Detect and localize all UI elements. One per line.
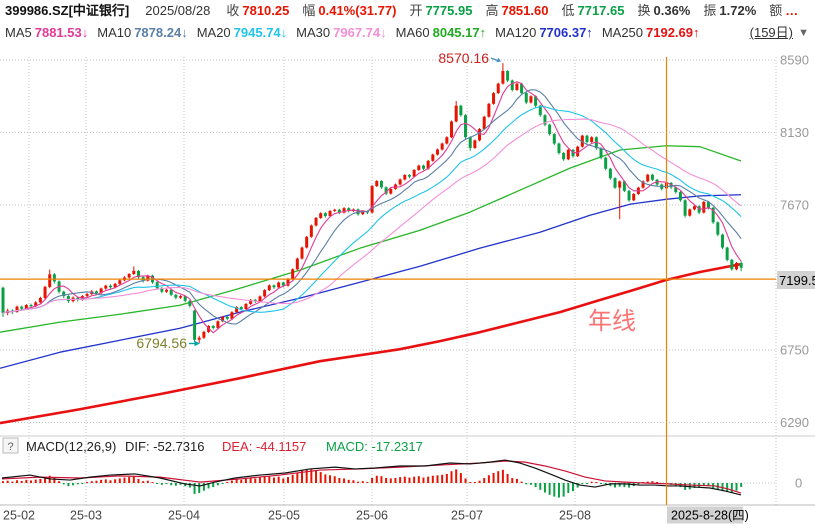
macd-indicator-header: ? MACD(12,26,9) DIF: -52.7316 DEA: -44.1…: [2, 437, 423, 454]
quote-field-value: 7717.65: [577, 3, 625, 18]
grid: 8590 8130 7670 6750 6290: [0, 53, 809, 505]
svg-text:7199.5: 7199.5: [779, 273, 815, 288]
quote-field-label: 开: [409, 3, 423, 18]
ma-line: [2, 106, 742, 314]
quote-field-label: 收: [226, 3, 240, 18]
crosshair-date-label: 2025-8-28(四): [667, 506, 749, 524]
crosshair-price-label: 7199.5: [777, 271, 815, 289]
ma-value: 7967.74↓: [333, 25, 387, 40]
price-tick-label: 8130: [780, 125, 809, 140]
help-icon[interactable]: ?: [7, 441, 13, 453]
macd-dea-value: DEA: -44.1157: [222, 439, 306, 454]
chart-graphics: 8590 8130 7670 6750 6290 0 25-02 25-03 25-04 25-0…: [0, 50, 815, 523]
annotations: 8570.16 6794.56 年线: [136, 50, 636, 351]
ma-line: [0, 145, 742, 333]
ma-value: 7706.37↑: [539, 25, 593, 40]
quote-field-value: 1.72%: [719, 3, 757, 18]
price-tick-label: 6290: [780, 415, 809, 430]
ma-label: MA250: [601, 25, 644, 40]
quote-header: 399986.SZ[中证银行] 2025/08/28 收 7810.25 幅 0.41%(…: [0, 0, 815, 22]
quote-field-label: 低: [561, 3, 575, 18]
quote-field-label: 幅: [302, 3, 316, 18]
month-label: 25-08: [559, 509, 591, 523]
quote-field-value: 7810.25: [242, 3, 290, 18]
quote-field-value: 0.41%(31.77): [318, 3, 397, 18]
ma-label: MA20: [196, 25, 231, 40]
ma-line: [2, 81, 742, 334]
stock-symbol: 399986.SZ[中证银行]: [5, 3, 130, 18]
quote-field-value: …: [785, 3, 799, 18]
ma-value: 7878.24↓: [134, 25, 188, 40]
svg-text:2025-8-28(四): 2025-8-28(四): [671, 509, 749, 523]
help-button[interactable]: [2, 437, 19, 454]
ma-label: MA60: [395, 25, 430, 40]
low-price-annotation: 6794.56: [136, 335, 187, 351]
ma-value: 7945.74↓: [233, 25, 288, 40]
quote-field-value: 7851.60: [501, 3, 549, 18]
quote-field-label: 换: [637, 3, 651, 18]
month-label: 25-05: [268, 509, 300, 523]
price-tick-label: 7670: [780, 197, 809, 212]
quote-fields: 收 7810.25 幅 0.41%(31.77) 开 7775.95 高 7851.60 低 77…: [226, 3, 811, 18]
macd-macd-value: MACD: -17.2317: [326, 439, 423, 454]
ma-value: 7192.69↑: [646, 25, 700, 40]
quote-field-label: 高: [485, 3, 499, 18]
macd-title: MACD(12,26,9): [26, 439, 116, 454]
ma-label: MA120: [495, 25, 537, 40]
month-label: 25-06: [356, 509, 388, 523]
ma-label: MA30: [296, 25, 331, 40]
year-line-annotation: 年线: [588, 308, 636, 335]
ma-line: [2, 89, 742, 325]
month-label: 25-02: [3, 509, 35, 523]
quote-date: 2025/08/28: [145, 3, 211, 18]
ma-line: [2, 118, 742, 314]
macd-dif-line: [1, 459, 742, 496]
macd-dif-value: DIF: -52.7316: [125, 439, 205, 454]
price-tick-label: 8590: [780, 53, 809, 68]
quote-field-label: 额: [769, 3, 783, 18]
month-label: 25-03: [70, 509, 102, 523]
main-chart[interactable]: 8590 8130 7670 6750 6290 0 25-02 25-03 25-04 25-0…: [0, 44, 815, 527]
ma-value: 7881.53↓: [34, 25, 89, 40]
month-label: 25-07: [451, 509, 483, 523]
ma-line: [0, 262, 742, 425]
ma-line: [0, 194, 742, 369]
macd-zero-label: 0: [795, 476, 802, 491]
crosshair[interactable]: [0, 57, 776, 505]
ma-header: MA5 7881.53↓ MA10 7878.24↓ MA20 7945.74↓ MA30 7…: [0, 22, 815, 44]
quote-field-value: 0.36%: [653, 3, 691, 18]
price-tick-label: 6750: [780, 342, 809, 357]
month-label: 25-04: [168, 509, 200, 523]
dropdown-arrow-icon[interactable]: ▼: [798, 27, 809, 39]
ma-values: MA5 7881.53↓ MA10 7878.24↓ MA20 7945.74↓ MA30 7…: [5, 25, 709, 40]
ma-label: MA5: [5, 25, 32, 40]
ma-period-selector[interactable]: (159日): [749, 25, 793, 40]
quote-field-label: 振: [703, 3, 717, 18]
quote-field-value: 7775.95: [425, 3, 473, 18]
ma-value: 8045.17↑: [432, 25, 487, 40]
peak-price-annotation: 8570.16: [438, 50, 489, 66]
ma-label: MA10: [97, 25, 132, 40]
